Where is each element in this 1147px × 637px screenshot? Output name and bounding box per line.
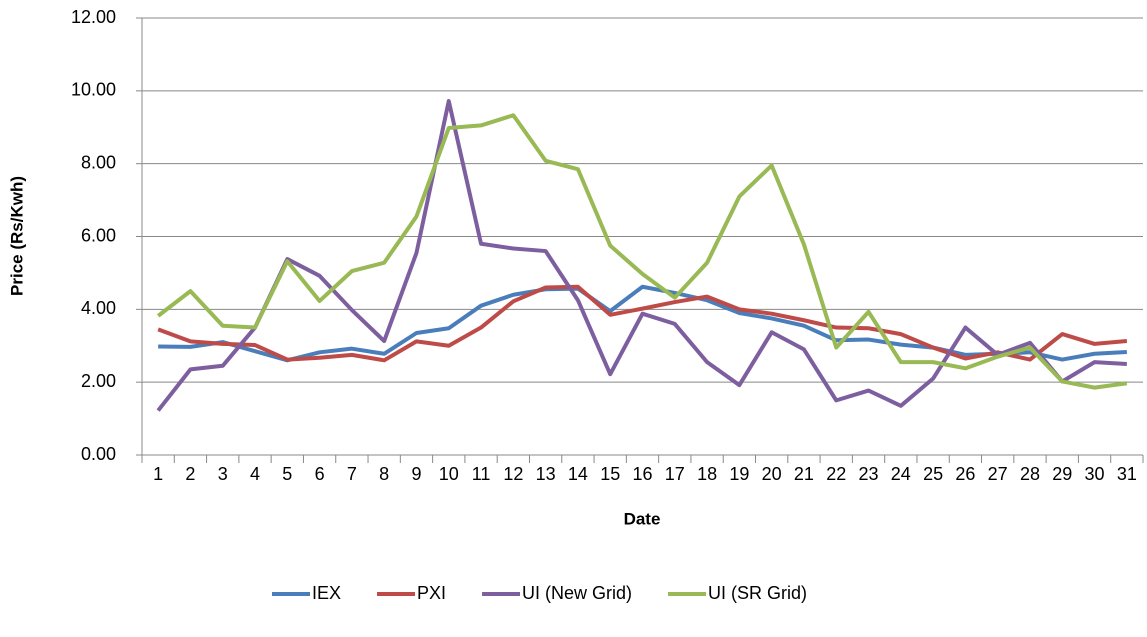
x-tick-label: 13 xyxy=(536,464,556,484)
x-tick-label: 16 xyxy=(632,464,652,484)
series-line xyxy=(157,284,1128,363)
x-tick-label: 15 xyxy=(600,464,620,484)
y-tick-label: 4.00 xyxy=(81,298,116,318)
series-line xyxy=(156,99,1127,412)
x-tick-label: 14 xyxy=(568,464,588,484)
x-tick-label: 1 xyxy=(153,464,163,484)
x-tick-label: 25 xyxy=(923,464,943,484)
x-tick-label: 19 xyxy=(729,464,749,484)
x-tick-label: 26 xyxy=(955,464,975,484)
x-tick-label: 28 xyxy=(1020,464,1040,484)
y-tick-label: 6.00 xyxy=(81,225,116,245)
y-tick-label: 8.00 xyxy=(81,152,116,172)
legend-label: UI (SR Grid) xyxy=(708,583,807,603)
series-line xyxy=(158,284,1127,363)
x-tick-label: 24 xyxy=(891,464,911,484)
y-tick-label: 10.00 xyxy=(71,80,116,100)
series-line xyxy=(156,113,1128,390)
x-tick-label: 3 xyxy=(218,464,228,484)
x-tick-label: 31 xyxy=(1117,464,1137,484)
legend-label: UI (New Grid) xyxy=(522,583,632,603)
x-tick-label: 5 xyxy=(282,464,292,484)
x-tick-label: 30 xyxy=(1085,464,1105,484)
x-tick-label: 6 xyxy=(315,464,325,484)
x-tick-label: 2 xyxy=(185,464,195,484)
x-tick-label: 23 xyxy=(859,464,879,484)
y-tick-label: 12.00 xyxy=(71,7,116,27)
x-axis-title: Date xyxy=(624,509,661,528)
y-tick-label: 0.00 xyxy=(81,444,116,464)
x-tick-label: 8 xyxy=(379,464,389,484)
x-tick-label: 27 xyxy=(988,464,1008,484)
x-tick-label: 4 xyxy=(250,464,260,484)
y-tick-label: 2.00 xyxy=(81,371,116,391)
x-tick-label: 12 xyxy=(503,464,523,484)
legend-label: IEX xyxy=(312,583,341,603)
x-tick-label: 11 xyxy=(472,464,491,484)
x-tick-label: 9 xyxy=(411,464,421,484)
x-tick-label: 17 xyxy=(665,464,685,484)
x-tick-label: 18 xyxy=(697,464,717,484)
x-tick-label: 20 xyxy=(762,464,782,484)
y-axis-title: Price (Rs/Kwh) xyxy=(7,176,26,296)
x-tick-label: 21 xyxy=(794,464,814,484)
x-tick-label: 7 xyxy=(347,464,357,484)
legend-label: PXI xyxy=(417,583,446,603)
x-tick-label: 22 xyxy=(826,464,846,484)
x-tick-label: 10 xyxy=(439,464,459,484)
x-tick-label: 29 xyxy=(1052,464,1072,484)
